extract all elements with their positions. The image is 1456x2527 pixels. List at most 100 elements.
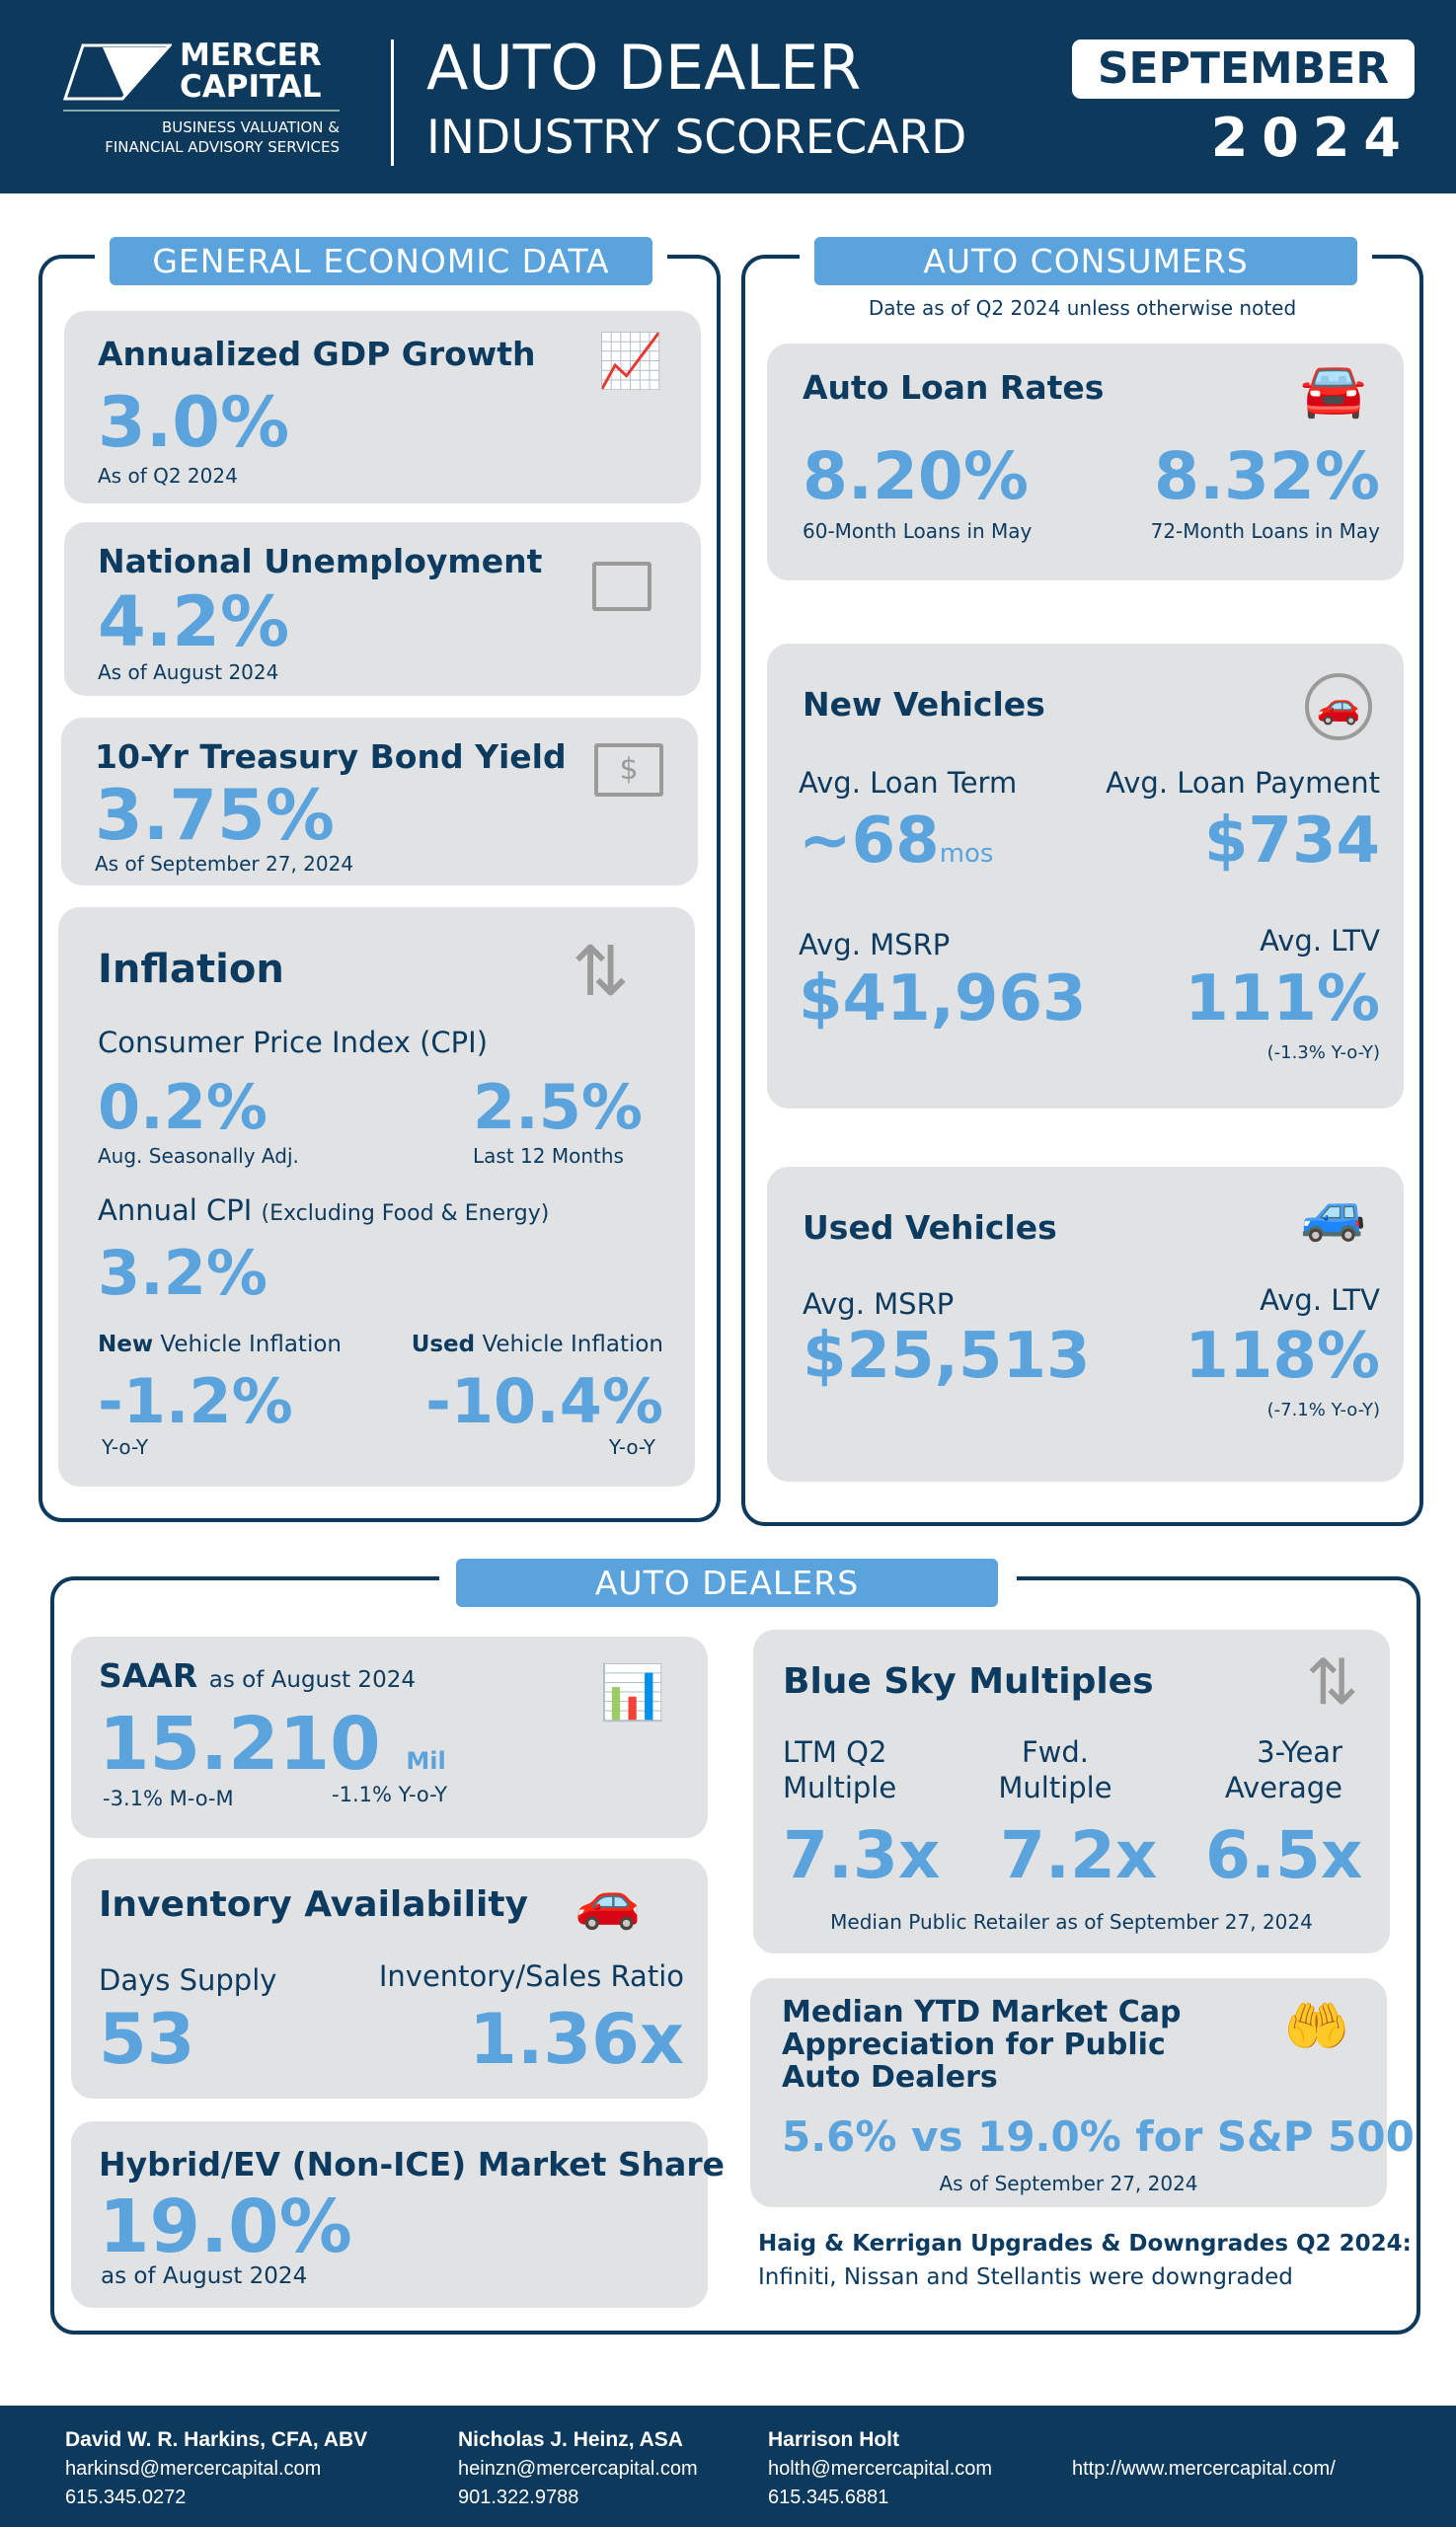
car-percent-icon: 🚘 bbox=[1300, 358, 1367, 421]
market-cap-card: Median YTD Market Cap Appreciation for Pu… bbox=[750, 1978, 1415, 2207]
logo-text: MERCER CAPITAL bbox=[180, 39, 322, 103]
used-inflation-value: -10.4% bbox=[425, 1365, 663, 1437]
contact-email[interactable]: holth@mercercapital.com bbox=[768, 2458, 993, 2480]
ltv-note: (-7.1% Y-o-Y) bbox=[1266, 1400, 1380, 1420]
ltv-value: 118% bbox=[1185, 1320, 1380, 1393]
rate-72-value: 8.32% bbox=[1154, 438, 1380, 514]
days-value: 53 bbox=[99, 1999, 195, 2080]
new-vehicles-card: New Vehicles 🚗 Avg. Loan Term ~68mos Avg… bbox=[767, 644, 1404, 1109]
card-title: Inflation bbox=[98, 947, 284, 992]
blue-sky-note: Median Public Retailer as of September 2… bbox=[830, 1910, 1313, 1934]
hybrid-value: 19.0% bbox=[99, 2184, 352, 2269]
dollar-arrows-icon: ⇅ bbox=[572, 931, 630, 1012]
card-title: Annualized GDP Growth bbox=[98, 335, 536, 373]
cpi-12-value: 2.5% bbox=[473, 1071, 643, 1143]
saar-mom: -3.1% M-o-M bbox=[103, 1787, 234, 1810]
card-note: As of Q2 2024 bbox=[98, 464, 238, 488]
hybrid-note: as of August 2024 bbox=[101, 2263, 308, 2289]
three-year-average-value: 6.5x bbox=[1205, 1817, 1363, 1893]
contact-name: Nicholas J. Heinz, ASA bbox=[458, 2428, 683, 2451]
used-label-bold: Used bbox=[411, 1332, 476, 1357]
ltv-label: Avg. LTV bbox=[1260, 1283, 1380, 1317]
col-label: 3-Year bbox=[1257, 1735, 1342, 1769]
saar-value: 15.210 bbox=[99, 1702, 381, 1787]
new-inflation-note: Y-o-Y bbox=[102, 1435, 149, 1459]
new-label-bold: New bbox=[98, 1332, 154, 1357]
col-label: LTM Q2 bbox=[783, 1735, 887, 1769]
unemployment-value: 4.2% bbox=[98, 581, 290, 662]
ltv-label: Avg. LTV bbox=[1260, 924, 1380, 957]
card-title: New Vehicles bbox=[803, 685, 1045, 724]
car-icon: 🚙 bbox=[1300, 1182, 1367, 1244]
briefcase-icon bbox=[592, 562, 651, 611]
ltv-value: 111% bbox=[1185, 962, 1380, 1035]
treasury-card: 10-Yr Treasury Bond Yield 3.75% As of Se… bbox=[61, 718, 698, 885]
new-label: Vehicle Inflation bbox=[160, 1332, 342, 1357]
cpi-month-note: Aug. Seasonally Adj. bbox=[98, 1144, 299, 1168]
cars-icon: 🚗 bbox=[575, 1870, 642, 1932]
dealers-heading: AUTO DEALERS bbox=[456, 1559, 998, 1607]
logo-divider bbox=[63, 110, 340, 112]
loan-rates-card: Auto Loan Rates 🚘 8.20% 60-Month Loans i… bbox=[767, 344, 1404, 580]
card-title: 10-Yr Treasury Bond Yield bbox=[95, 737, 567, 776]
gdp-card: Annualized GDP Growth 3.0% As of Q2 2024… bbox=[64, 311, 701, 503]
card-title: National Unemployment bbox=[98, 542, 543, 580]
contact-email[interactable]: harkinsd@mercercapital.com bbox=[65, 2458, 322, 2480]
logo-tagline: BUSINESS VALUATION & FINANCIAL ADVISORY S… bbox=[39, 117, 340, 157]
ltm-multiple-value: 7.3x bbox=[783, 1817, 941, 1893]
ratio-value: 1.36x bbox=[469, 1999, 684, 2080]
haig-title: Haig & Kerrigan Upgrades & Downgrades Q2… bbox=[758, 2231, 1412, 2257]
saar-yoy: -1.1% Y-o-Y bbox=[332, 1783, 448, 1806]
rate-60-value: 8.20% bbox=[803, 438, 1029, 514]
blue-sky-card: Blue Sky Multiples ⇅ LTM Q2 Multiple Fwd.… bbox=[753, 1630, 1390, 1953]
card-note: As of August 2024 bbox=[98, 660, 279, 684]
contact-holt: Harrison Holt holth@mercercapital.com 615.… bbox=[768, 2425, 992, 2512]
card-title: Blue Sky Multiples bbox=[783, 1661, 1154, 1702]
title-line1: AUTO DEALER bbox=[426, 32, 862, 104]
website-link[interactable]: http://www.mercercapital.com/ bbox=[1072, 2458, 1336, 2480]
inflation-card: Inflation ⇅ Consumer Price Index (CPI) 0… bbox=[58, 907, 695, 1487]
contact-email[interactable]: heinzn@mercercapital.com bbox=[458, 2458, 698, 2480]
msrp-value: $25,513 bbox=[803, 1320, 1091, 1393]
saar-unit: Mil bbox=[406, 1747, 446, 1775]
title-line2: INDUSTRY SCORECARD bbox=[426, 111, 967, 165]
used-inflation-note: Y-o-Y bbox=[608, 1435, 655, 1459]
contact-harkins: David W. R. Harkins, CFA, ABV harkinsd@me… bbox=[65, 2425, 367, 2512]
market-cap-note: As of September 27, 2024 bbox=[939, 2172, 1198, 2195]
days-label: Days Supply bbox=[99, 1963, 277, 1997]
msrp-label: Avg. MSRP bbox=[799, 928, 951, 961]
hybrid-card: Hybrid/EV (Non-ICE) Market Share 19.0% a… bbox=[71, 2121, 725, 2308]
logo-line: CAPITAL bbox=[180, 69, 322, 105]
col-label: Multiple bbox=[783, 1771, 897, 1804]
cpi-label: Consumer Price Index (CPI) bbox=[98, 1026, 489, 1059]
footer: David W. R. Harkins, CFA, ABV harkinsd@me… bbox=[0, 2406, 1456, 2527]
ratio-label: Inventory/Sales Ratio bbox=[378, 1959, 684, 1993]
consumers-heading: AUTO CONSUMERS bbox=[814, 237, 1357, 285]
core-cpi-label: Annual CPI bbox=[98, 1193, 253, 1227]
tag: FINANCIAL ADVISORY SERVICES bbox=[105, 138, 340, 156]
term-label: Avg. Loan Term bbox=[799, 766, 1018, 800]
month-badge: SEPTEMBER bbox=[1072, 39, 1415, 99]
contact-phone: 901.322.9788 bbox=[458, 2487, 579, 2508]
new-inflation-value: -1.2% bbox=[98, 1365, 293, 1437]
used-vehicles-card: Used Vehicles 🚙 Avg. MSRP $25,513 Avg. L… bbox=[767, 1167, 1404, 1482]
core-cpi-paren: (Excluding Food & Energy) bbox=[261, 1201, 550, 1226]
term-value: ~68 bbox=[799, 804, 940, 878]
card-title: Inventory Availability bbox=[99, 1884, 529, 1925]
dollar-bill-icon: $ bbox=[594, 743, 663, 797]
saar-note: as of August 2024 bbox=[208, 1667, 416, 1693]
car-plus-icon: 🚗 bbox=[1305, 673, 1372, 740]
market-cap-value: 5.6% vs 19.0% for S&P 500 bbox=[782, 2112, 1415, 2161]
rate-60-note: 60-Month Loans in May bbox=[803, 519, 1033, 543]
up-down-arrows-icon: ⇅ bbox=[1306, 1646, 1359, 1720]
header-divider bbox=[391, 39, 394, 166]
col-label: Fwd. bbox=[1021, 1735, 1090, 1769]
fwd-multiple-value: 7.2x bbox=[1000, 1817, 1158, 1893]
title-line: Appreciation for Public bbox=[782, 2028, 1166, 2062]
card-title: Hybrid/EV (Non-ICE) Market Share bbox=[99, 2145, 726, 2183]
contact-name: Harrison Holt bbox=[768, 2428, 900, 2451]
payment-label: Avg. Loan Payment bbox=[1106, 766, 1380, 800]
economic-heading: GENERAL ECONOMIC DATA bbox=[110, 237, 652, 285]
inventory-card: Inventory Availability 🚗 Days Supply 53 … bbox=[71, 1859, 708, 2099]
term-unit: mos bbox=[939, 839, 994, 869]
